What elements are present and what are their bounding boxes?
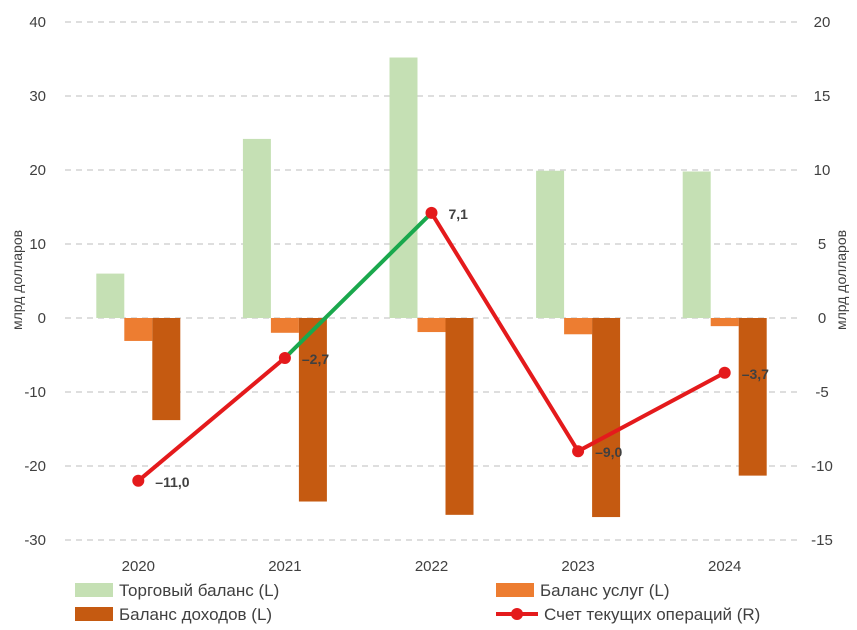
y-left-tick-label: 20 [29, 162, 46, 179]
data-label: 7,1 [449, 206, 469, 222]
y-left-tick-label: -10 [24, 384, 46, 401]
line-segment [576, 370, 727, 454]
bar [124, 318, 153, 341]
bar [738, 318, 767, 476]
bar [445, 318, 474, 515]
bars [96, 57, 767, 518]
line-marker [718, 366, 731, 379]
legend-swatch [75, 607, 113, 621]
bar [389, 57, 418, 319]
line-segment [282, 210, 434, 360]
bar [242, 138, 271, 318]
x-tick-label: 2020 [122, 558, 155, 575]
legend-swatch-marker [511, 608, 523, 620]
legend-label: Баланс доходов (L) [119, 605, 272, 624]
current-account-line [132, 206, 731, 487]
data-label: –9,0 [595, 444, 622, 460]
y-right-tick-label: -15 [811, 532, 833, 549]
y-left-tick-label: 10 [29, 236, 46, 253]
legend-swatch [75, 583, 113, 597]
y-right-tick-label: 5 [818, 236, 826, 253]
line-marker [132, 474, 145, 487]
legend: Торговый баланс (L) Баланс услуг (L) Балан… [75, 581, 760, 624]
y-left-tick-label: -20 [24, 458, 46, 475]
legend-swatch [496, 583, 534, 597]
x-tick-label: 2023 [561, 558, 594, 575]
data-label: –11,0 [155, 474, 189, 490]
bar [298, 318, 327, 502]
line-segment [136, 355, 287, 483]
y-left-tick-label: -30 [24, 532, 46, 549]
x-tick-label: 2021 [268, 558, 301, 575]
x-tick-label: 2024 [708, 558, 741, 575]
bar [592, 318, 621, 518]
y-left-tick-label: 30 [29, 88, 46, 105]
line-marker [278, 351, 291, 364]
line-marker [572, 445, 585, 458]
bar [417, 318, 446, 333]
y-right-tick-label: 10 [814, 162, 831, 179]
data-label: –3,7 [742, 366, 769, 382]
y-left-tick-label: 40 [29, 14, 46, 31]
bar [152, 318, 181, 421]
y-right-tick-label: 0 [818, 310, 826, 327]
y-right-tick-label: 15 [814, 88, 831, 105]
legend-label: Счет текущих операций (R) [544, 605, 760, 624]
axis-ticks: 40 30 20 10 0 -10 -20 -30 20 15 10 5 0 -5 -10 -15 2020 20… [24, 14, 833, 575]
bar [536, 170, 565, 318]
y-right-tick-label: -5 [815, 384, 828, 401]
bar [96, 273, 125, 318]
line-marker [425, 206, 438, 219]
data-labels: –11,0 –2,7 7,1 –9,0 –3,7 [155, 206, 769, 490]
data-label: –2,7 [302, 351, 329, 367]
bar [682, 171, 711, 318]
legend-label: Баланс услуг (L) [540, 581, 670, 600]
bar [710, 318, 739, 327]
y-right-tick-label: -10 [811, 458, 833, 475]
legend-label: Торговый баланс (L) [119, 581, 279, 600]
y-left-tick-label: 0 [38, 310, 46, 327]
line-segment [429, 210, 581, 454]
bar [564, 318, 593, 335]
x-tick-label: 2022 [415, 558, 448, 575]
y-right-tick-label: 20 [814, 14, 831, 31]
bar [270, 318, 299, 333]
y-axis-left-title: млрд долларов [9, 230, 25, 330]
y-axis-right-title: млрд долларов [833, 230, 849, 330]
